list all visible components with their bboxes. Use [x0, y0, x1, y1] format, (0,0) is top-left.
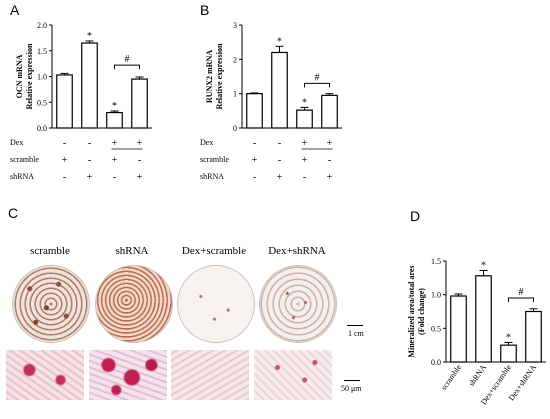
treatment-sign: -	[63, 172, 66, 183]
well-image-dex-shrna	[259, 265, 337, 343]
bar	[450, 295, 467, 363]
y-tick-label: 0.5	[37, 98, 47, 107]
chart-runx2-mrna: 0 1 2 3 RUNX2 mRNA Relative expression * * # Dex -…	[200, 21, 342, 183]
bar	[81, 42, 98, 129]
micrograph-dex-shrna	[254, 350, 332, 400]
treatment-row-label: Dex	[10, 138, 23, 147]
treatment-sign: +	[327, 138, 333, 149]
micrograph-dex-scramble	[171, 350, 249, 400]
scale-label-micro: 50 μm	[341, 384, 362, 393]
bar	[106, 111, 123, 129]
treatment-sign: +	[302, 138, 308, 149]
treatment-sign: +	[112, 155, 118, 166]
photo-label-shrna: shRNA	[115, 245, 149, 257]
scale-bar-micro	[344, 380, 360, 381]
significance-star: *	[481, 260, 486, 271]
bar	[296, 109, 313, 129]
well-image-dex-scramble	[177, 265, 255, 343]
y-tick-label: 0	[233, 124, 237, 133]
bar	[131, 78, 148, 129]
y-tick-label: 1.5	[37, 47, 47, 56]
y-axis-label: RUNX2 mRNA	[205, 50, 214, 103]
photo-label-dex-scramble: Dex+scramble	[181, 245, 247, 257]
panel-letter-b: B	[200, 2, 210, 18]
treatment-sign: -	[63, 138, 66, 149]
bar	[271, 51, 288, 129]
y-axis-label: (Fold change)	[417, 288, 426, 335]
treatment-sign: -	[303, 172, 306, 183]
panel-letter-a: A	[10, 2, 20, 18]
treatment-sign: +	[277, 172, 283, 183]
treatment-sign: +	[327, 172, 333, 183]
y-axis-label: OCN mRNA	[15, 54, 24, 98]
significance-star: *	[277, 36, 282, 47]
y-tick-label: 2.0	[37, 21, 47, 30]
chart-ocn-mrna: 0.0 0.5 1.0 1.5 2.0 OCN mRNA Relative expressi…	[10, 21, 152, 183]
significance-hash: #	[315, 72, 320, 83]
significance-star: *	[87, 31, 92, 42]
significance-star: *	[302, 97, 307, 108]
well-image-shrna	[95, 265, 173, 343]
y-tick-label: 1.0	[37, 73, 47, 82]
treatment-sign: +	[87, 172, 93, 183]
y-axis-label: Relative expression	[25, 43, 34, 109]
significance-bracket	[114, 64, 140, 70]
treatment-sign: -	[253, 172, 256, 183]
scale-bar-well	[347, 325, 363, 326]
micrograph-scramble	[6, 350, 84, 400]
panel-letter-c: C	[8, 205, 19, 221]
y-tick-label: 1.5	[431, 257, 441, 266]
y-tick-label: 2	[233, 55, 237, 64]
bar	[525, 310, 542, 363]
treatment-row-label: scramble	[10, 155, 39, 164]
treatment-sign: -	[138, 155, 141, 166]
treatment-sign: -	[88, 155, 91, 166]
y-tick-label: 0.5	[431, 324, 441, 333]
treatment-sign: +	[112, 138, 118, 149]
treatment-sign: +	[62, 155, 68, 166]
treatment-row-label: shRNA	[200, 172, 224, 181]
significance-star: *	[506, 332, 511, 343]
bar	[500, 344, 517, 363]
treatment-sign: -	[88, 138, 91, 149]
y-tick-label: 1.0	[431, 291, 441, 300]
scale-label-well: 1 cm	[348, 329, 364, 338]
bar	[475, 275, 492, 363]
y-tick-label: 0.0	[431, 358, 441, 367]
treatment-sign: -	[328, 155, 331, 166]
well-image-scramble	[12, 265, 90, 343]
panel-letter-d: D	[410, 208, 421, 224]
chart-mineralized-area: 0.0 0.5 1.0 1.5 Mineralized area/total ares(…	[407, 257, 546, 406]
treatment-sign: +	[302, 155, 308, 166]
treatment-sign: -	[278, 138, 281, 149]
treatment-sign: +	[137, 172, 143, 183]
y-axis-label: Relative expression	[215, 43, 224, 109]
y-tick-label: 3	[233, 21, 237, 30]
significance-hash: #	[519, 287, 524, 298]
photo-label-dex-shrna: Dex+shRNA	[268, 245, 326, 257]
treatment-sign: -	[253, 138, 256, 149]
x-category-label: scramble	[439, 363, 463, 392]
treatment-sign: -	[278, 155, 281, 166]
significance-hash: #	[125, 54, 130, 65]
significance-bracket	[508, 297, 534, 303]
x-category-label: shRNA	[467, 363, 488, 388]
treatment-sign: +	[137, 138, 143, 149]
significance-star: *	[112, 101, 117, 112]
treatment-row-label: shRNA	[10, 172, 34, 181]
significance-bracket	[304, 82, 330, 88]
micrograph-shrna	[89, 350, 167, 400]
treatment-sign: +	[252, 155, 258, 166]
y-axis-label: Mineralized area/total ares	[407, 265, 416, 357]
bar	[246, 93, 263, 129]
bar	[321, 94, 338, 129]
treatment-sign: -	[113, 172, 116, 183]
treatment-row-label: Dex	[200, 138, 213, 147]
y-tick-label: 1	[233, 90, 237, 99]
bar	[56, 74, 73, 129]
photo-label-scramble: scramble	[30, 245, 70, 257]
treatment-row-label: scramble	[200, 155, 229, 164]
y-tick-label: 0.0	[37, 124, 47, 133]
